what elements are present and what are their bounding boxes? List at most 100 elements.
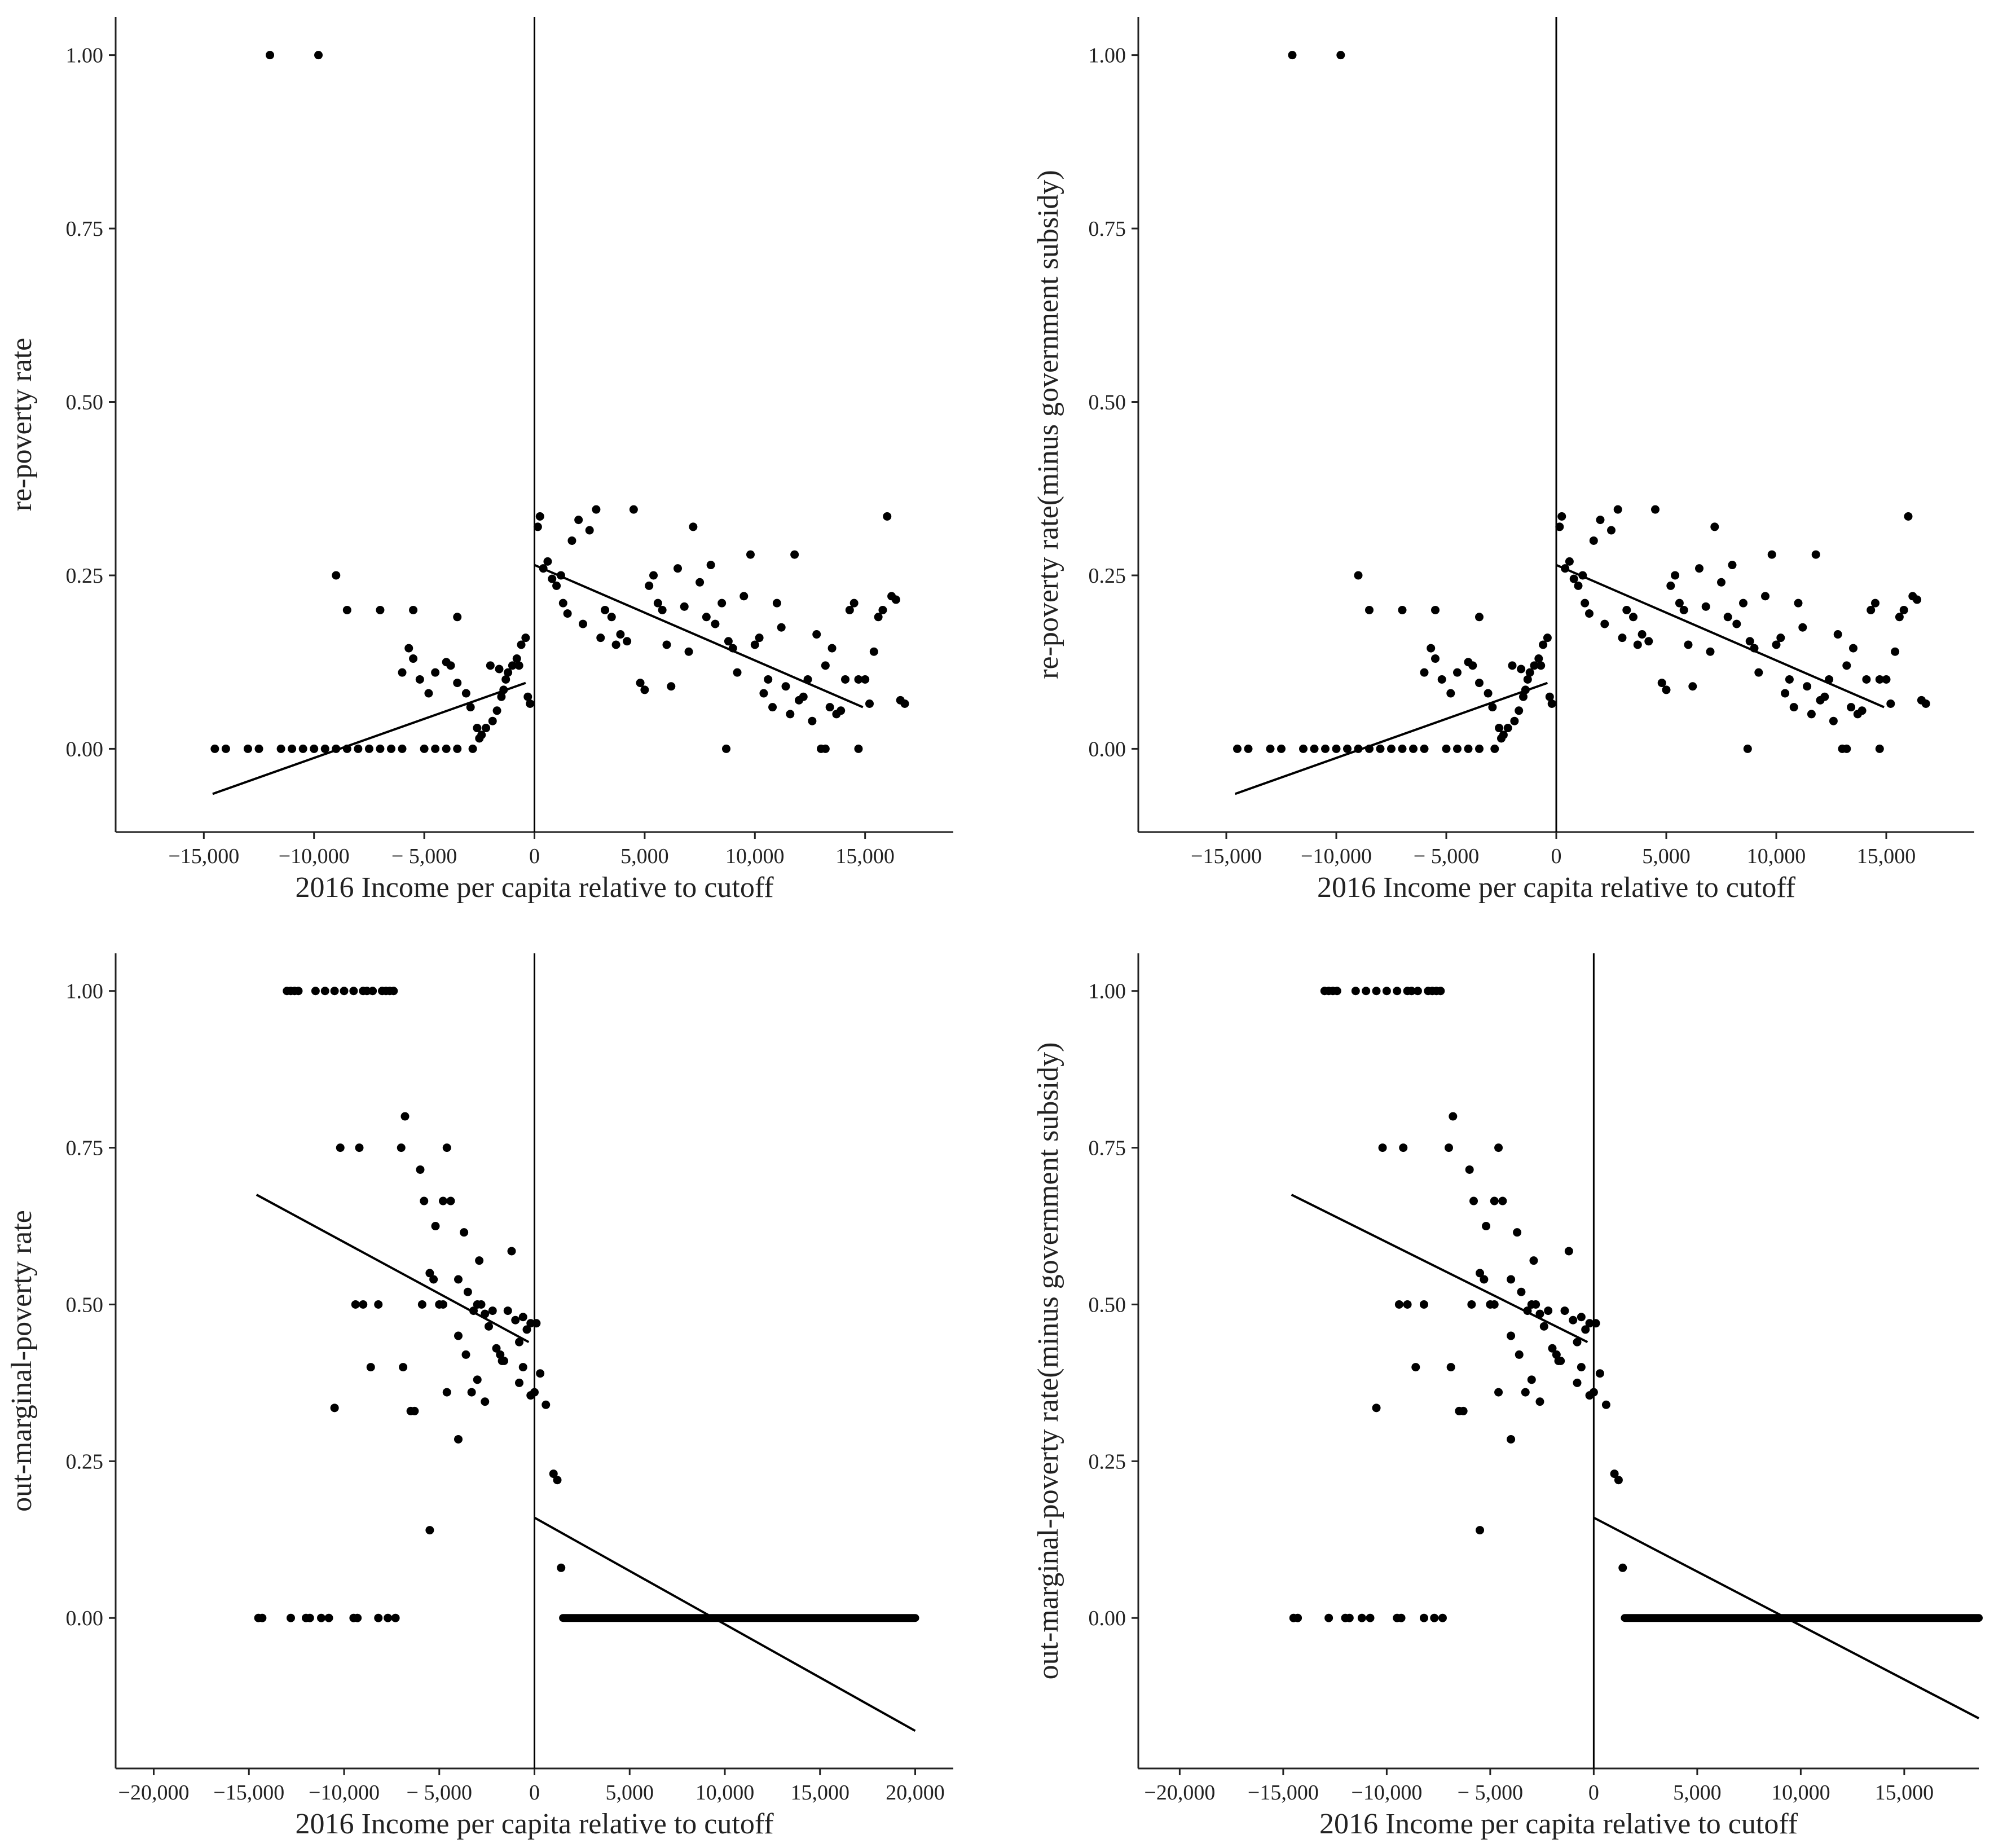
data-point <box>1403 1300 1412 1309</box>
data-point <box>1679 605 1688 614</box>
data-point <box>1343 744 1352 753</box>
data-point <box>467 1388 476 1397</box>
data-point <box>266 51 275 60</box>
data-point <box>536 1369 545 1378</box>
data-point <box>724 637 733 646</box>
data-point <box>574 516 583 525</box>
y-tick-label: 0.75 <box>66 1137 104 1160</box>
data-point <box>1277 744 1286 753</box>
data-point <box>518 1363 527 1372</box>
data-point <box>684 647 693 656</box>
data-point <box>294 987 303 996</box>
data-point <box>1564 1247 1573 1256</box>
data-point <box>1464 744 1473 753</box>
data-point <box>718 599 727 608</box>
data-point <box>364 744 373 753</box>
data-point <box>1761 592 1769 601</box>
x-tick-label: 5,000 <box>620 844 669 868</box>
x-axis-title: 2016 Income per capita relative to cutof… <box>1319 1808 1798 1840</box>
data-point <box>1842 744 1851 753</box>
data-point <box>397 1143 406 1152</box>
data-point <box>311 987 320 996</box>
data-point <box>1517 1287 1526 1296</box>
data-point <box>578 619 587 628</box>
data-point <box>1548 1344 1557 1353</box>
x-tick-label: 0 <box>1551 844 1562 868</box>
data-point <box>1577 1313 1586 1322</box>
data-point <box>616 630 625 639</box>
data-point <box>1495 724 1504 733</box>
y-tick-label: 0.25 <box>66 564 104 588</box>
data-point <box>1596 516 1605 525</box>
data-point <box>1399 1143 1408 1152</box>
x-axis-title: 2016 Income per capita relative to cutof… <box>295 1808 774 1840</box>
y-tick-label: 0.25 <box>66 1450 104 1473</box>
data-point <box>1372 1403 1381 1413</box>
data-point <box>1618 1563 1627 1572</box>
data-point <box>1437 675 1446 684</box>
data-point <box>1244 744 1253 753</box>
data-point <box>359 1300 368 1309</box>
y-axis-title: re-poverty rate <box>6 338 38 511</box>
data-point <box>1475 613 1484 622</box>
data-point <box>475 734 484 743</box>
data-point <box>1510 716 1519 725</box>
data-point <box>518 1313 527 1322</box>
data-point <box>1891 647 1900 656</box>
data-point <box>1507 1331 1516 1340</box>
data-point <box>1695 564 1704 573</box>
data-point <box>1527 1375 1536 1384</box>
y-tick-label: 0.00 <box>1089 737 1126 761</box>
data-point <box>1544 1306 1553 1315</box>
data-point <box>1397 1613 1406 1622</box>
data-point <box>374 1300 383 1309</box>
data-point <box>1921 699 1930 708</box>
data-point <box>1507 1275 1516 1284</box>
data-point <box>759 689 768 698</box>
data-point <box>342 605 351 614</box>
data-point <box>1521 1388 1530 1397</box>
data-point <box>1899 605 1908 614</box>
fit-line-left <box>1291 1194 1588 1343</box>
data-point <box>1849 644 1857 653</box>
data-point <box>674 564 683 573</box>
data-point <box>453 679 462 688</box>
data-point <box>431 744 440 753</box>
data-point <box>854 744 863 753</box>
data-point <box>883 512 892 521</box>
data-point <box>1398 744 1407 753</box>
data-point <box>1743 744 1752 753</box>
chart-panel-bottom-right: 0.00 0.25 0.50 0.75 1.00 −20,000 −15,000 −10,00… <box>1032 953 1983 1840</box>
x-tick-label: −10,000 <box>1301 844 1372 868</box>
data-point <box>391 1613 400 1622</box>
data-point <box>521 633 530 643</box>
data-point <box>424 689 433 698</box>
data-point <box>1601 1400 1610 1409</box>
data-point <box>221 744 230 753</box>
data-point <box>1767 550 1776 559</box>
data-point <box>1475 679 1484 688</box>
data-point <box>1820 692 1829 701</box>
data-point <box>1574 581 1583 590</box>
data-point <box>1547 699 1556 708</box>
data-point <box>1781 689 1790 698</box>
x-tick-label: 0 <box>529 844 540 868</box>
data-point <box>1577 1363 1586 1372</box>
data-point <box>1494 1143 1503 1152</box>
data-point <box>1484 689 1493 698</box>
data-point <box>553 1476 562 1485</box>
data-point <box>1895 613 1904 622</box>
data-point <box>1507 1435 1516 1444</box>
data-point <box>1610 1469 1619 1479</box>
data-point <box>781 682 790 691</box>
data-point <box>453 744 462 753</box>
data-point <box>495 665 504 674</box>
data-point <box>1362 987 1371 996</box>
data-point <box>1366 1613 1375 1622</box>
data-point <box>1490 744 1499 753</box>
data-point <box>1728 561 1737 570</box>
data-point <box>1537 661 1546 670</box>
x-tick-label: 0 <box>1588 1781 1599 1805</box>
data-point <box>210 744 219 753</box>
